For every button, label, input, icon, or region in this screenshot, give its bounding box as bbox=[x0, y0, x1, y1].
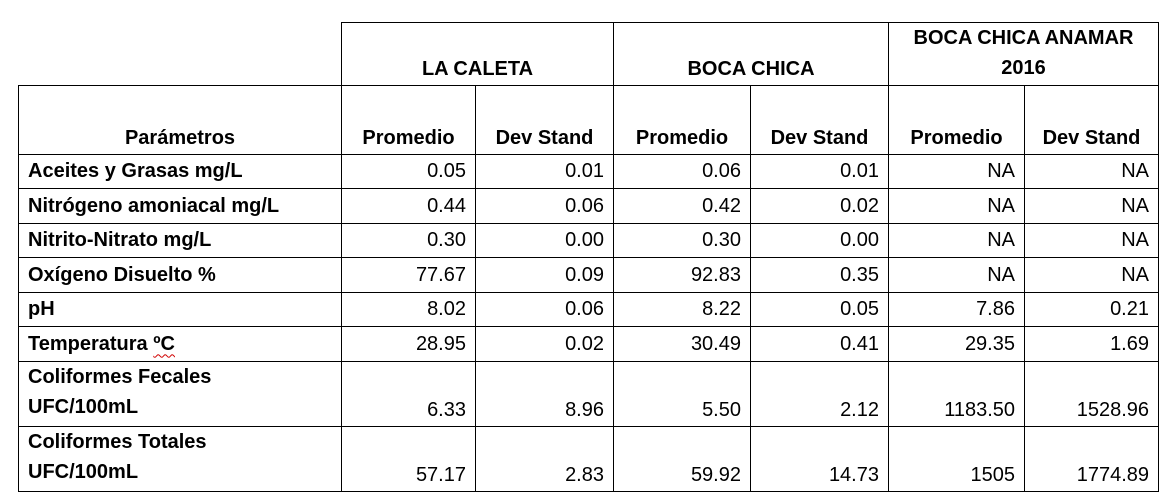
la-caleta-dev-stand-cell: 0.00 bbox=[475, 223, 614, 258]
parameter-label: Nitrito-Nitrato mg/L bbox=[18, 223, 342, 258]
la-caleta-promedio-cell: 0.30 bbox=[341, 223, 476, 258]
la-caleta-dev-stand-cell: 0.02 bbox=[475, 326, 614, 362]
parameter-name: Oxígeno Disuelto % bbox=[28, 263, 216, 286]
boca-chica-promedio-cell: 30.49 bbox=[613, 326, 751, 362]
anamar-promedio-header: Promedio bbox=[888, 85, 1025, 155]
parameter-label: pH bbox=[18, 292, 342, 327]
anamar-dev-stand-header: Dev Stand bbox=[1024, 85, 1159, 155]
site-header-boca-chica-anamar: BOCA CHICA ANAMAR 2016 bbox=[888, 22, 1159, 86]
boca-chica-dev-stand-cell: 0.35 bbox=[750, 257, 889, 293]
parameter-unit: UFC/100mL bbox=[28, 396, 139, 418]
table-row: Nitrógeno amoniacal mg/L 0.44 0.06 0.42 0.02… bbox=[18, 188, 1159, 224]
boca-chica-promedio-cell: 0.06 bbox=[613, 154, 751, 189]
site-header-boca-chica: BOCA CHICA bbox=[613, 22, 889, 86]
parameter-name: Nitrito-Nitrato mg/L bbox=[28, 229, 212, 251]
anamar-dev-stand-cell: 1.69 bbox=[1024, 326, 1159, 362]
parameter-name: pH bbox=[28, 298, 55, 320]
anamar-dev-stand-cell: NA bbox=[1024, 257, 1159, 293]
anamar-dev-stand-cell: NA bbox=[1024, 223, 1159, 258]
boca-chica-dev-stand-cell: 14.73 bbox=[750, 426, 889, 492]
site-header-la-caleta: LA CALETA bbox=[341, 22, 614, 86]
la-caleta-promedio-cell: 6.33 bbox=[341, 361, 476, 427]
anamar-promedio-cell: 29.35 bbox=[888, 326, 1025, 362]
parameter-name: Temperatura bbox=[28, 332, 154, 355]
boca-chica-promedio-header: Promedio bbox=[613, 85, 751, 155]
anamar-dev-stand-cell: 0.21 bbox=[1024, 292, 1159, 327]
anamar-dev-stand-cell: 1774.89 bbox=[1024, 426, 1159, 492]
anamar-promedio-cell: NA bbox=[888, 188, 1025, 224]
table-row: Nitrito-Nitrato mg/L 0.30 0.00 0.30 0.00 NA NA bbox=[18, 223, 1159, 258]
boca-chica-promedio-cell: 59.92 bbox=[613, 426, 751, 492]
boca-chica-promedio-cell: 0.30 bbox=[613, 223, 751, 258]
anamar-dev-stand-cell: 1528.96 bbox=[1024, 361, 1159, 427]
la-caleta-promedio-cell: 77.67 bbox=[341, 257, 476, 293]
la-caleta-dev-stand-cell: 2.83 bbox=[475, 426, 614, 492]
la-caleta-dev-stand-cell: 0.09 bbox=[475, 257, 614, 293]
parameter-label: Nitrógeno amoniacal mg/L bbox=[18, 188, 342, 224]
parameters-table: LA CALETA BOCA CHICA BOCA CHICA ANAMAR 2… bbox=[18, 22, 1159, 492]
boca-chica-dev-stand-header: Dev Stand bbox=[750, 85, 889, 155]
boca-chica-dev-stand-cell: 0.02 bbox=[750, 188, 889, 224]
la-caleta-dev-stand-cell: 8.96 bbox=[475, 361, 614, 427]
table-row: pH 8.02 0.06 8.22 0.05 7.86 0.21 bbox=[18, 292, 1159, 327]
la-caleta-promedio-cell: 8.02 bbox=[341, 292, 476, 327]
parameter-label: Coliformes Fecales UFC/100mL bbox=[18, 361, 342, 427]
parameter-name: Coliformes Fecales bbox=[28, 366, 212, 388]
parameter-label: Temperatura ºC bbox=[18, 326, 342, 362]
parameter-unit: ºC bbox=[153, 332, 175, 355]
anamar-dev-stand-cell: NA bbox=[1024, 188, 1159, 224]
parameter-name: Coliformes Totales bbox=[28, 431, 207, 453]
anamar-promedio-cell: NA bbox=[888, 223, 1025, 258]
column-header-row: Parámetros Promedio Dev Stand Promedio D… bbox=[18, 85, 1159, 155]
parameter-name: Aceites y Grasas mg/L bbox=[28, 160, 243, 182]
la-caleta-dev-stand-cell: 0.06 bbox=[475, 188, 614, 224]
la-caleta-promedio-cell: 28.95 bbox=[341, 326, 476, 362]
anamar-promedio-cell: NA bbox=[888, 154, 1025, 189]
parameter-label: Coliformes Totales UFC/100mL bbox=[18, 426, 342, 492]
la-caleta-dev-stand-cell: 0.06 bbox=[475, 292, 614, 327]
boca-chica-dev-stand-cell: 0.05 bbox=[750, 292, 889, 327]
anamar-promedio-cell: 7.86 bbox=[888, 292, 1025, 327]
blank-corner-cell bbox=[18, 22, 342, 86]
table-row: Coliformes Fecales UFC/100mL 6.33 8.96 5.50 2… bbox=[18, 361, 1159, 427]
parameter-label: Aceites y Grasas mg/L bbox=[18, 154, 342, 189]
anamar-dev-stand-cell: NA bbox=[1024, 154, 1159, 189]
boca-chica-promedio-cell: 0.42 bbox=[613, 188, 751, 224]
boca-chica-promedio-cell: 8.22 bbox=[613, 292, 751, 327]
la-caleta-promedio-cell: 0.44 bbox=[341, 188, 476, 224]
anamar-promedio-cell: NA bbox=[888, 257, 1025, 293]
boca-chica-dev-stand-cell: 0.00 bbox=[750, 223, 889, 258]
boca-chica-dev-stand-cell: 2.12 bbox=[750, 361, 889, 427]
anamar-promedio-cell: 1505 bbox=[888, 426, 1025, 492]
table-row: Coliformes Totales UFC/100mL 57.17 2.83 59.9… bbox=[18, 426, 1159, 492]
la-caleta-promedio-cell: 0.05 bbox=[341, 154, 476, 189]
parameters-header: Parámetros bbox=[18, 85, 342, 155]
parameter-label: Oxígeno Disuelto % bbox=[18, 257, 342, 293]
table-row: Oxígeno Disuelto % 77.67 0.09 92.83 0.35 NA NA bbox=[18, 257, 1159, 293]
boca-chica-promedio-cell: 92.83 bbox=[613, 257, 751, 293]
anamar-promedio-cell: 1183.50 bbox=[888, 361, 1025, 427]
la-caleta-promedio-header: Promedio bbox=[341, 85, 476, 155]
boca-chica-promedio-cell: 5.50 bbox=[613, 361, 751, 427]
la-caleta-dev-stand-header: Dev Stand bbox=[475, 85, 614, 155]
boca-chica-dev-stand-cell: 0.41 bbox=[750, 326, 889, 362]
parameter-unit: UFC/100mL bbox=[28, 461, 139, 483]
la-caleta-dev-stand-cell: 0.01 bbox=[475, 154, 614, 189]
parameter-name: Nitrógeno amoniacal mg/L bbox=[28, 194, 280, 217]
site-header-row: LA CALETA BOCA CHICA BOCA CHICA ANAMAR 2… bbox=[18, 22, 1159, 86]
table-row: Aceites y Grasas mg/L 0.05 0.01 0.06 0.01 NA N… bbox=[18, 154, 1159, 189]
la-caleta-promedio-cell: 57.17 bbox=[341, 426, 476, 492]
table-row: Temperatura ºC 28.95 0.02 30.49 0.41 29.35 1.6… bbox=[18, 326, 1159, 362]
boca-chica-dev-stand-cell: 0.01 bbox=[750, 154, 889, 189]
